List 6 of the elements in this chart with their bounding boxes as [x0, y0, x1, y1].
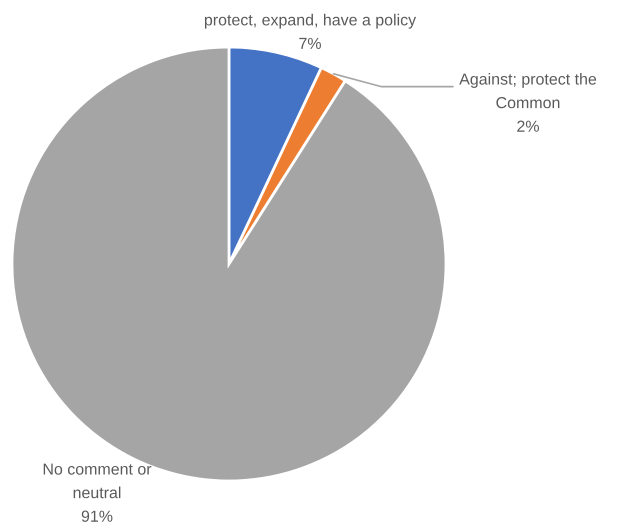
data-label: 7% — [299, 38, 321, 50]
data-label: 2% — [517, 120, 539, 132]
slice-label: Against; protect the Common — [459, 72, 596, 108]
slice-label: No comment or neutral — [44, 464, 152, 498]
slice-label: protect, expand, have a policy — [204, 14, 416, 29]
data-label: 91% — [82, 510, 112, 522]
